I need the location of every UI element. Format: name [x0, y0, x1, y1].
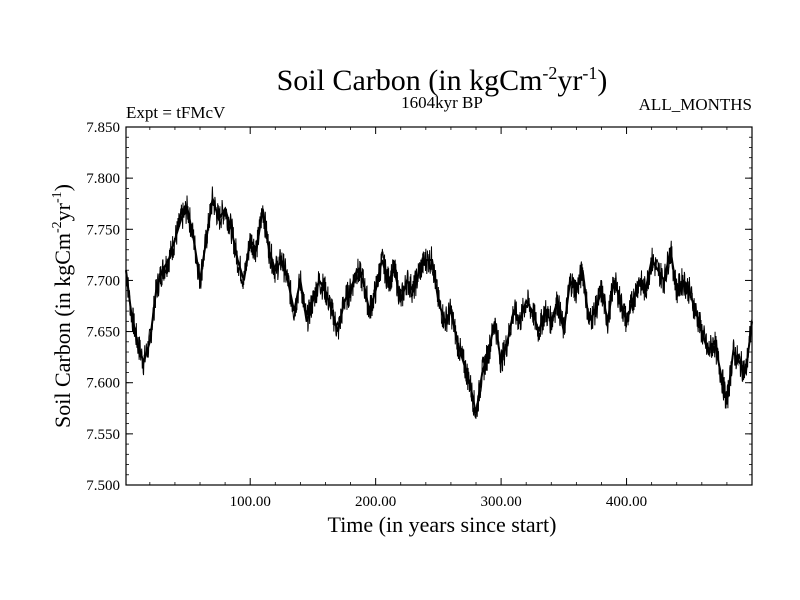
- subtitle-left: Expt = tFMcV: [126, 103, 226, 122]
- y-tick-label: 7.650: [86, 325, 120, 341]
- x-tick-label: 300.00: [480, 494, 521, 510]
- chart-title: Soil Carbon (in kgCm-2yr-1): [277, 63, 608, 97]
- y-tick-label: 7.800: [86, 171, 120, 187]
- x-tick-label: 200.00: [355, 494, 396, 510]
- y-axis-label: Soil Carbon (in kgCm-2yr-1): [50, 184, 75, 428]
- y-tick-label: 7.850: [86, 120, 120, 136]
- plot-frame: [125, 126, 753, 486]
- y-tick-label: 7.750: [86, 222, 120, 238]
- subtitle-right: ALL_MONTHS: [639, 95, 752, 114]
- y-tick-label: 7.700: [86, 273, 120, 289]
- x-axis: 100.00 200.00 300.00 400.00: [149, 127, 728, 510]
- x-axis-label: Time (in years since start): [328, 512, 557, 537]
- series-noise-line: [125, 186, 753, 419]
- y-axis: 7.500 7.550 7.600 7.650 7.700 7.750 7.800 7.850: [86, 120, 752, 494]
- x-tick-label: 100.00: [230, 494, 271, 510]
- series-line-soil-carbon: [125, 198, 753, 414]
- series-group: [125, 186, 753, 419]
- y-tick-label: 7.600: [86, 376, 120, 392]
- y-tick-label: 7.550: [86, 427, 120, 443]
- subtitle-center: 1604kyr BP: [401, 93, 483, 112]
- y-tick-label: 7.500: [86, 478, 120, 494]
- x-tick-label: 400.00: [606, 494, 647, 510]
